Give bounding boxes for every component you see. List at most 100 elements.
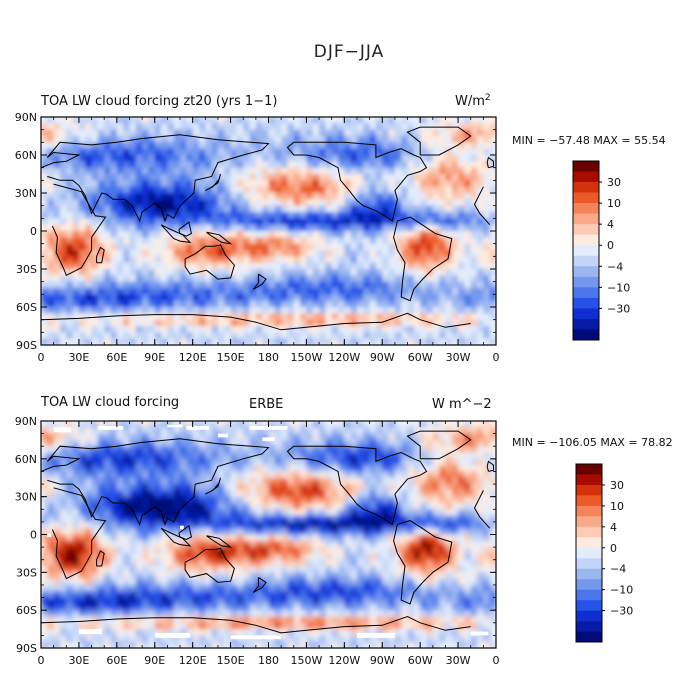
colorbar-swatch <box>576 631 602 643</box>
lon-tick-label: 90W <box>370 351 395 364</box>
colorbar-swatch <box>573 329 599 341</box>
coastline-segment <box>393 520 453 605</box>
missing-data-patch <box>154 632 191 638</box>
panel-model-min-max: MIN = −57.48 MAX = 55.54 <box>512 134 666 147</box>
lon-tick-label: 60E <box>106 654 127 667</box>
lon-tick-label: 30E <box>68 351 89 364</box>
colorbar-label: −10 <box>607 281 630 294</box>
lon-tick-label: 120E <box>179 351 207 364</box>
coastline-segment <box>178 524 192 541</box>
panel-erbe-title: TOA LW cloud forcing <box>40 395 179 410</box>
colorbar-frame <box>572 160 600 341</box>
lon-tick-label: 60W <box>408 654 433 667</box>
panel-model-units: W/m2 <box>455 93 491 109</box>
colorbar-swatch <box>573 171 599 183</box>
coastline-segment <box>286 445 428 526</box>
panel-model-colorbar: 30 10 4 0 −4 −10 −30 <box>572 160 630 341</box>
lat-tick-label: 90S <box>16 642 37 655</box>
coastline-segment <box>206 231 233 245</box>
colorbar-swatch <box>573 266 599 278</box>
coastline-segment <box>51 487 491 580</box>
colorbar-swatch <box>573 308 599 320</box>
colorbar-swatch <box>573 276 599 288</box>
lon-tick-label: 90W <box>370 654 395 667</box>
lon-tick-label: 30W <box>446 351 471 364</box>
lon-tick-label: 0 <box>493 351 500 364</box>
colorbar-swatch <box>573 318 599 330</box>
colorbar-swatch <box>573 245 599 257</box>
colorbar-swatch <box>576 621 602 632</box>
lon-tick-label: 0 <box>38 654 45 667</box>
coastline-segment <box>486 460 494 472</box>
colorbar-swatch <box>576 495 602 507</box>
missing-data-patch <box>56 428 69 432</box>
lon-tick-label: 150W <box>290 654 322 667</box>
panel-erbe-axes: 0 30E 60E 90E 120E 150E 180 150W 120W 90W 60W 30W 09… <box>15 415 500 667</box>
coastline-segment <box>184 547 235 583</box>
lat-tick-label: 90N <box>15 415 37 428</box>
panel-model: TOA LW cloud forcing zt20 (yrs 1−1) W/m2… <box>15 93 666 364</box>
colorbar-swatch <box>573 287 599 299</box>
lat-tick-label: 60S <box>16 604 37 617</box>
panel-erbe-colorbar: 30 10 4 0 −4 −10 −30 <box>575 463 633 643</box>
missing-data-patch <box>78 629 102 635</box>
colorbar-swatch <box>576 505 602 517</box>
panel-model-axes: 0 30E 60E 90E 120E 150E 180 150W 120W 90W 60W 30W 09… <box>15 111 500 364</box>
missing-data-patch <box>97 426 124 430</box>
coastline-segment <box>286 141 428 222</box>
colorbar-swatch <box>573 192 599 204</box>
colorbar-label: −30 <box>610 605 633 618</box>
colorbar-swatch <box>573 213 599 225</box>
coastline-segment <box>206 535 233 548</box>
missing-data-patch <box>167 424 183 428</box>
lon-tick-label: 120W <box>328 654 360 667</box>
colorbar-swatch <box>576 464 602 475</box>
lon-tick-label: 120E <box>179 654 207 667</box>
panel-model-field <box>41 117 496 345</box>
colorbar-frame <box>575 463 603 643</box>
colorbar-swatch <box>576 589 602 601</box>
colorbar-swatch <box>576 526 602 538</box>
colorbar-swatch <box>576 516 602 528</box>
lat-tick-label: 30N <box>15 491 37 504</box>
lon-tick-label: 0 <box>38 351 45 364</box>
missing-data-patch <box>217 433 228 438</box>
lon-tick-label: 60W <box>408 351 433 364</box>
lon-tick-label: 90E <box>144 351 165 364</box>
colorbar-label: 0 <box>607 239 614 252</box>
colorbar-swatch <box>576 537 602 549</box>
coastline-segment <box>96 246 105 264</box>
colorbar-swatch <box>576 558 602 570</box>
colorbar-swatch <box>573 203 599 214</box>
lon-tick-label: 0 <box>493 654 500 667</box>
lat-tick-label: 0 <box>30 529 37 542</box>
figure-title: DJF−JJA <box>314 42 384 62</box>
colorbar-swatch <box>573 161 599 172</box>
coastline-segment <box>393 216 453 302</box>
coastline-segment <box>41 312 471 331</box>
colorbar-label: −4 <box>610 563 626 576</box>
coastline-segment <box>406 126 472 156</box>
lon-tick-label: 180 <box>258 351 279 364</box>
missing-data-patch <box>470 631 489 636</box>
colorbar-swatch <box>573 297 599 309</box>
lat-tick-label: 0 <box>30 225 37 238</box>
missing-data-patch <box>249 426 288 430</box>
panel-model-coastlines <box>41 126 494 331</box>
coastline-segment <box>486 156 494 169</box>
colorbar-swatch <box>576 600 602 611</box>
colorbar-swatch <box>576 579 602 590</box>
coastline-segment <box>184 244 235 280</box>
lat-tick-label: 90N <box>15 111 37 124</box>
colorbar-swatch <box>573 182 599 193</box>
lat-tick-label: 60N <box>15 453 37 466</box>
colorbar-label: 10 <box>610 500 624 513</box>
lon-tick-label: 30W <box>446 654 471 667</box>
coastline-segment <box>51 183 491 276</box>
lon-tick-label: 150W <box>290 351 322 364</box>
colorbar-label: −10 <box>610 584 633 597</box>
colorbar-swatch <box>573 255 599 267</box>
colorbar-swatch <box>573 234 599 246</box>
coastline-segment <box>205 477 221 495</box>
